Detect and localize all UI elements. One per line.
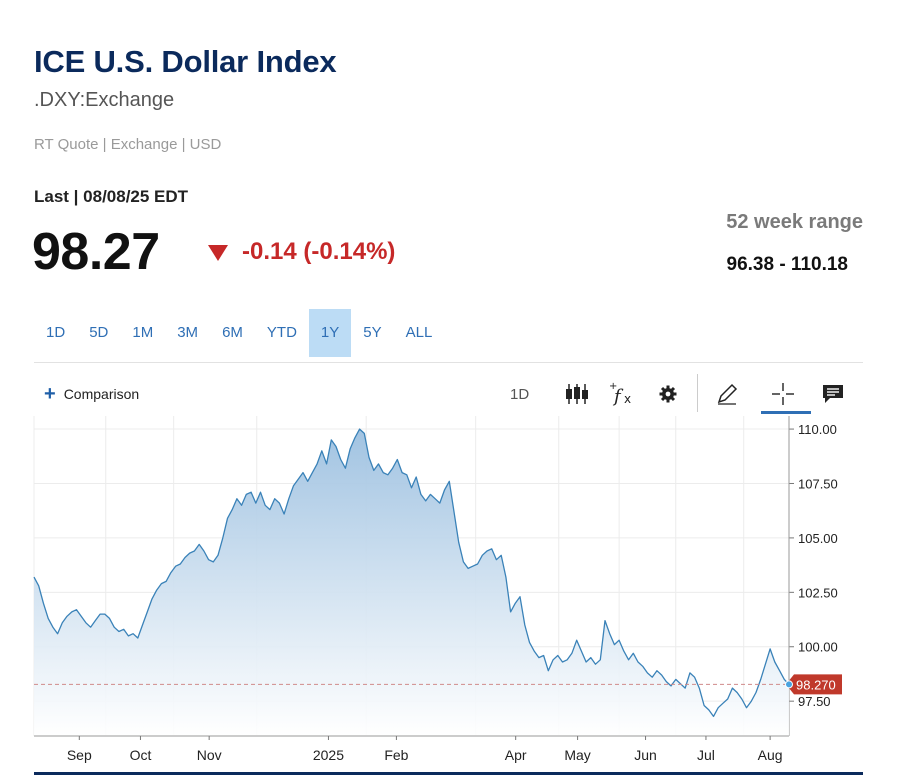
y-tick-label: 102.50: [798, 585, 838, 600]
x-tick-label: Nov: [197, 747, 222, 763]
x-tick-label: Jun: [634, 747, 657, 763]
price-change-value: -0.14 (-0.14%): [242, 238, 396, 265]
x-tick-label: Apr: [505, 747, 527, 763]
area-fill: [34, 429, 789, 736]
x-tick-label: May: [564, 747, 590, 763]
chart-area[interactable]: 110.00 107.50 105.00 102.50 100.00 97.50 Sep Oc…: [0, 416, 903, 775]
x-tick-label: 2025: [313, 747, 344, 763]
period-1y[interactable]: 1Y: [308, 309, 352, 357]
last-value-badge: [786, 674, 842, 695]
divider: [34, 362, 863, 363]
comparison-label: Comparison: [63, 386, 140, 402]
toolbar-divider: [697, 374, 698, 412]
x-tick-label: Feb: [384, 747, 408, 763]
comment-icon[interactable]: [820, 380, 846, 408]
period-5y[interactable]: 5Y: [363, 324, 382, 341]
svg-text:+: +: [609, 381, 617, 392]
y-tick-label: 110.00: [798, 422, 837, 437]
svg-text:x: x: [624, 392, 631, 406]
last-value-label: 98.270: [796, 677, 836, 692]
period-1m[interactable]: 1M: [132, 324, 154, 341]
function-icon[interactable]: + f x: [607, 380, 637, 408]
y-tick-label: 97.50: [798, 694, 831, 709]
symbol-label: .DXY:Exchange: [34, 89, 175, 111]
price-change: -0.14 (-0.14%): [208, 238, 395, 266]
crosshair-icon[interactable]: [770, 380, 796, 408]
y-tick-label: 100.00: [798, 640, 838, 655]
y-tick-label: 105.00: [798, 531, 838, 546]
price-chart[interactable]: 110.00 107.50 105.00 102.50 100.00 97.50 Sep Oc…: [0, 416, 903, 775]
quote-info: RT Quote | Exchange | USD: [34, 136, 222, 153]
period-selector: 1D 5D 1M 3M 6M YTD 1Y 5Y ALL: [34, 309, 444, 357]
pencil-icon[interactable]: [714, 380, 740, 408]
range-label: 52 week range: [726, 211, 863, 233]
period-all[interactable]: ALL: [405, 324, 433, 341]
x-tick-label: Aug: [758, 747, 783, 763]
x-tick-label: Oct: [130, 747, 152, 763]
down-arrow-icon: [208, 245, 228, 261]
period-ytd[interactable]: YTD: [266, 324, 297, 341]
interval-button[interactable]: 1D: [510, 385, 530, 403]
range-value: 96.38 - 110.18: [726, 254, 849, 275]
candlestick-icon[interactable]: [562, 380, 592, 408]
x-tick-label: Sep: [67, 747, 92, 763]
period-6m[interactable]: 6M: [222, 324, 243, 341]
active-tool-indicator: [761, 411, 811, 414]
plus-icon: +: [44, 383, 56, 405]
y-tick-label: 107.50: [798, 476, 838, 491]
series-line[interactable]: [33, 428, 790, 718]
last-price: 98.27: [32, 223, 160, 281]
bottom-bar: [34, 772, 863, 775]
x-tick-label: Jul: [697, 747, 715, 763]
chart-toolbar: + Comparison 1D + f x: [34, 372, 863, 416]
period-1d[interactable]: 1D: [46, 324, 66, 341]
comparison-button[interactable]: + Comparison: [44, 383, 140, 405]
period-5d[interactable]: 5D: [89, 324, 109, 341]
period-3m[interactable]: 3M: [177, 324, 199, 341]
last-value-dot: [785, 680, 793, 689]
page-title: ICE U.S. Dollar Index: [34, 44, 337, 79]
gear-icon[interactable]: [656, 380, 680, 408]
svg-text:f: f: [612, 386, 624, 407]
last-updated-label: Last | 08/08/25 EDT: [34, 187, 189, 206]
